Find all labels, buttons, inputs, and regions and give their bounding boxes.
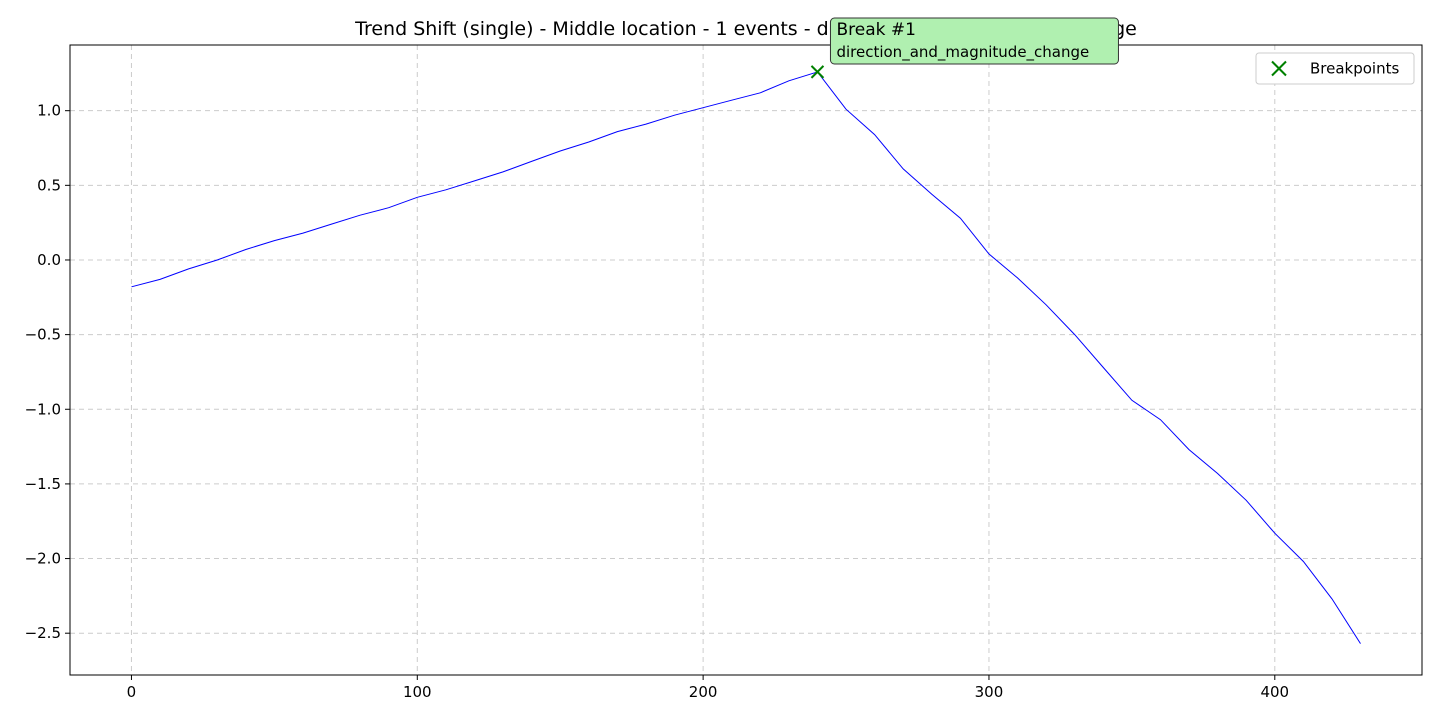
y-tick-label: −0.5 bbox=[25, 326, 61, 344]
breakpoint-marker bbox=[810, 65, 825, 79]
breakpoint-marker-stroke bbox=[810, 65, 825, 79]
y-tick-label: 0.0 bbox=[37, 251, 61, 269]
marker-layer bbox=[810, 65, 825, 79]
annotation-subtitle: direction_and_magnitude_change bbox=[836, 43, 1089, 62]
x-tick-label: 100 bbox=[403, 683, 432, 701]
legend-marker bbox=[1271, 60, 1287, 77]
legend-marker-stroke bbox=[1271, 60, 1287, 77]
y-tick-label: −1.0 bbox=[25, 400, 61, 418]
x-tick-label: 0 bbox=[127, 683, 137, 701]
legend: Breakpoints bbox=[1255, 52, 1415, 85]
y-tick-label: 1.0 bbox=[37, 102, 61, 120]
x-tick-label: 200 bbox=[689, 683, 718, 701]
plot-frame bbox=[69, 44, 1423, 676]
grid-layer bbox=[70, 45, 1422, 675]
legend-box bbox=[1255, 52, 1415, 85]
series-layer bbox=[131, 71, 1361, 644]
annotation-box bbox=[829, 17, 1119, 65]
annotation-layer: Break #1 direction_and_magnitude_change bbox=[829, 17, 1119, 65]
tick-layer: 0 100 200 300 400 1.0 0.5 0.0 −0.5 −1.0 −1.5 −2.0 −2… bbox=[25, 102, 1290, 701]
y-tick-label: −2.0 bbox=[25, 550, 61, 568]
legend-label: Breakpoints bbox=[1310, 60, 1399, 78]
annotation-title: Break #1 bbox=[836, 20, 915, 40]
y-tick-label: −1.5 bbox=[25, 475, 61, 493]
data-line-series bbox=[131, 71, 1361, 644]
x-tick-label: 400 bbox=[1260, 683, 1289, 701]
y-tick-label: 0.5 bbox=[37, 176, 61, 194]
y-tick-label: −2.5 bbox=[25, 624, 61, 642]
x-tick-label: 300 bbox=[975, 683, 1004, 701]
